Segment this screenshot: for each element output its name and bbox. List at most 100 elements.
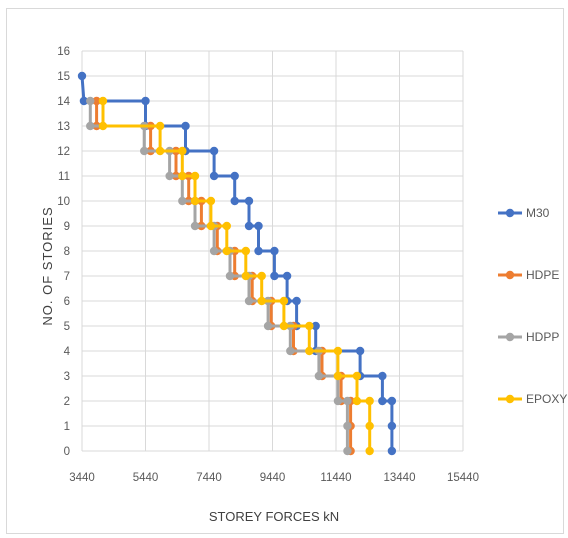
data-point <box>206 221 216 231</box>
y-tick-label: 9 <box>64 221 70 233</box>
legend-label: M30 <box>526 206 550 220</box>
x-tick-labels: 3440 5440 7440 9440 11440 13440 15440 <box>69 472 479 484</box>
data-point <box>181 121 190 131</box>
data-point <box>387 421 397 431</box>
data-point <box>98 121 108 131</box>
data-point <box>343 421 352 431</box>
data-point <box>387 396 397 406</box>
data-point <box>244 196 254 206</box>
legend-swatch-marker <box>505 208 515 218</box>
legend-item-m30: M30 <box>498 206 550 220</box>
legend-item-hdpe: HDPE <box>498 268 559 282</box>
legend-swatch-marker <box>505 332 515 342</box>
y-tick-label: 16 <box>57 46 70 58</box>
data-point <box>387 446 397 456</box>
data-point <box>311 321 320 331</box>
data-point <box>178 196 187 206</box>
data-point <box>79 96 89 106</box>
data-point <box>77 71 87 81</box>
data-point <box>378 396 387 406</box>
data-point <box>178 146 187 156</box>
data-point <box>222 221 231 231</box>
y-tick-label: 5 <box>64 321 70 333</box>
data-point <box>254 246 263 256</box>
data-point <box>98 96 108 106</box>
x-tick-label: 5440 <box>133 472 159 484</box>
series-line <box>80 75 394 451</box>
y-tick-label: 6 <box>64 296 70 308</box>
y-tick-label: 15 <box>57 71 70 83</box>
y-tick-label: 13 <box>57 121 70 133</box>
y-tick-label: 7 <box>64 271 70 283</box>
data-point <box>222 246 231 256</box>
data-point <box>365 446 374 456</box>
data-point <box>279 321 289 331</box>
series-layer <box>77 71 397 456</box>
data-point <box>270 246 279 256</box>
data-point <box>365 421 374 431</box>
y-axis-title: NO. OF STORIES <box>40 206 55 325</box>
data-point <box>355 346 365 356</box>
y-tick-label: 2 <box>64 396 70 408</box>
data-point <box>286 346 295 356</box>
legend-item-hdpp: HDPP <box>498 330 559 344</box>
data-point <box>92 96 101 106</box>
legend-label: EPOXY <box>526 392 567 406</box>
series-epoxy <box>98 96 374 456</box>
data-point <box>230 196 239 206</box>
data-point <box>378 371 387 381</box>
data-point <box>230 171 239 181</box>
data-point <box>155 146 165 156</box>
y-tick-label: 1 <box>64 421 70 433</box>
data-point <box>190 196 200 206</box>
data-point <box>209 171 219 181</box>
x-tick-label: 9440 <box>260 472 286 484</box>
data-point <box>178 171 187 181</box>
data-point <box>86 121 95 131</box>
y-tick-label: 8 <box>64 246 70 258</box>
x-tick-label: 13440 <box>384 472 416 484</box>
y-tick-label: 10 <box>57 196 70 208</box>
data-point <box>190 171 200 181</box>
data-point <box>263 321 273 331</box>
data-point <box>209 246 219 256</box>
y-tick-label: 4 <box>64 346 71 358</box>
data-point <box>244 296 254 306</box>
data-point <box>165 171 174 181</box>
data-point <box>257 271 266 281</box>
y-tick-label: 12 <box>57 146 70 158</box>
data-point <box>352 396 362 406</box>
data-point <box>257 296 266 306</box>
data-point <box>225 271 235 281</box>
data-point <box>209 146 219 156</box>
chart-frame <box>6 8 564 534</box>
x-tick-label: 7440 <box>196 472 222 484</box>
data-point <box>305 321 314 331</box>
data-point <box>244 221 254 231</box>
data-point <box>141 96 150 106</box>
x-tick-label: 15440 <box>447 472 479 484</box>
data-point <box>305 346 314 356</box>
legend-item-epoxy: EPOXY <box>498 392 567 406</box>
legend-label: HDPE <box>526 268 559 282</box>
data-point <box>241 246 251 256</box>
data-point <box>352 371 362 381</box>
data-point <box>270 271 279 281</box>
data-point <box>140 146 149 156</box>
data-point <box>279 296 289 306</box>
data-point <box>206 196 216 206</box>
legend: M30 HDPE HDPP EPOXY <box>498 206 567 406</box>
x-axis-title: STOREY FORCES kN <box>209 509 339 524</box>
y-tick-label: 11 <box>58 171 70 183</box>
data-point <box>333 346 343 356</box>
y-tick-label: 0 <box>64 446 70 458</box>
data-point <box>343 396 352 406</box>
legend-label: HDPP <box>526 330 559 344</box>
data-point <box>343 446 352 456</box>
data-point <box>190 221 200 231</box>
legend-swatch-marker <box>505 394 515 404</box>
data-point <box>254 221 263 231</box>
data-point <box>292 296 301 306</box>
